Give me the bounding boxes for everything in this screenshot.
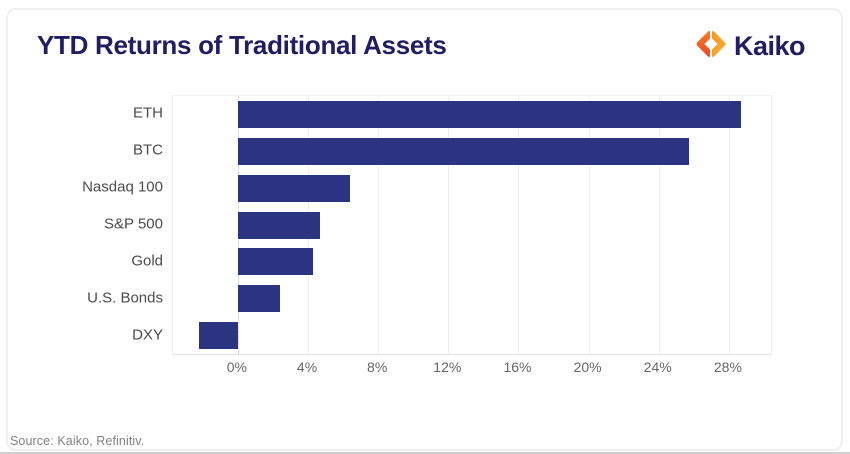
x-axis-ticks: 0% 4% 8% 12% 16% 20% 24% 28% xyxy=(172,359,770,381)
source-note: Source: Kaiko, Refinitiv. xyxy=(10,434,145,448)
gridline xyxy=(518,96,520,354)
kaiko-logo: Kaiko xyxy=(695,28,806,65)
x-tick-label: 28% xyxy=(713,359,742,375)
x-tick-label: 0% xyxy=(226,359,247,375)
x-tick-label: 8% xyxy=(367,359,388,375)
category-label: ETH xyxy=(133,104,163,122)
category-label: DXY xyxy=(132,326,163,344)
bar-gold xyxy=(237,248,314,276)
kaiko-logo-text: Kaiko xyxy=(734,31,806,61)
bar-eth xyxy=(237,100,742,128)
bar-btc xyxy=(237,137,689,165)
category-labels: ETH BTC Nasdaq 100 S&P 500 Gold U.S. Bonds DXY xyxy=(0,95,163,353)
category-label: S&P 500 xyxy=(104,215,163,233)
category-label: Gold xyxy=(131,252,163,270)
bar-dxy xyxy=(199,322,238,350)
x-tick-label: 24% xyxy=(643,359,672,375)
gridline xyxy=(658,96,660,354)
x-tick-label: 4% xyxy=(296,359,318,375)
x-tick-label: 16% xyxy=(503,359,532,375)
category-label: U.S. Bonds xyxy=(87,289,163,307)
chart-title: YTD Returns of Traditional Assets xyxy=(37,30,447,60)
x-tick-label: 12% xyxy=(433,359,462,375)
plot-area xyxy=(172,95,772,355)
bar-u-s-bonds xyxy=(237,285,280,313)
bar-s-p-500 xyxy=(237,211,321,239)
gridline xyxy=(448,96,450,354)
x-tick-label: 20% xyxy=(573,359,602,375)
gridline xyxy=(378,96,380,354)
bottom-divider xyxy=(0,452,850,454)
gridline xyxy=(728,96,730,354)
gridline xyxy=(588,96,590,354)
category-label: BTC xyxy=(133,141,163,159)
bar-nasdaq-100 xyxy=(237,174,351,202)
kaiko-logo-icon xyxy=(695,28,727,65)
category-label: Nasdaq 100 xyxy=(82,178,163,196)
